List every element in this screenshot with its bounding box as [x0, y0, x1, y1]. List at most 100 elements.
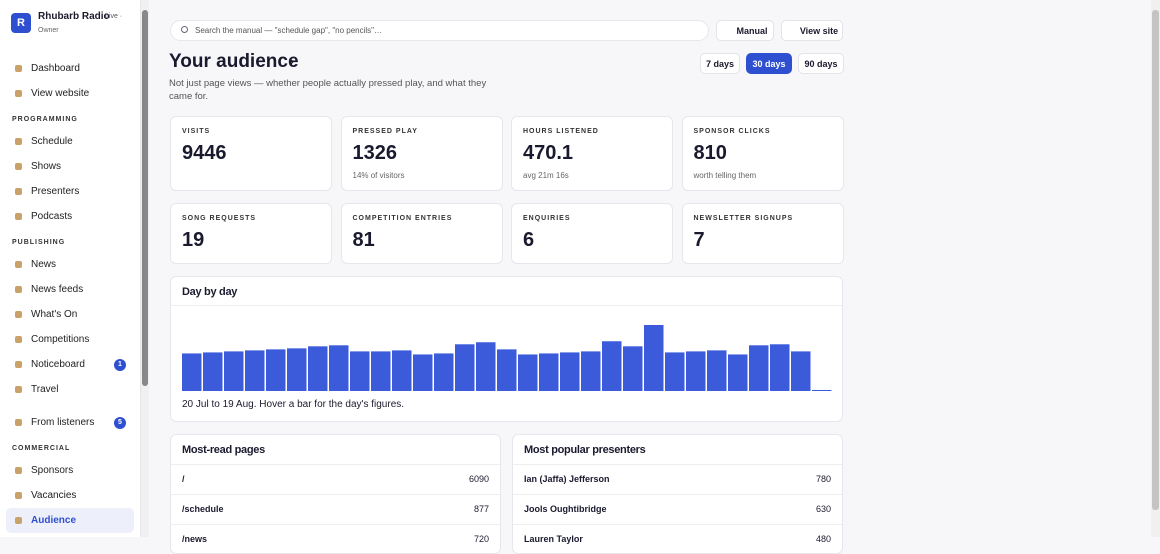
nav-item[interactable]: Dashboard: [6, 56, 134, 81]
bar[interactable]: [434, 353, 454, 391]
bar[interactable]: [665, 352, 685, 391]
nav-item[interactable]: Shows: [6, 154, 134, 179]
nav-icon: [15, 90, 22, 97]
bar[interactable]: [392, 350, 412, 391]
stat-label: HOURS LISTENED: [523, 128, 599, 135]
chart-card: Day by day 20 Jul to 19 Aug. Hover a bar…: [170, 276, 843, 422]
bar[interactable]: [791, 351, 811, 391]
nav-item[interactable]: News: [6, 252, 134, 277]
bar[interactable]: [182, 353, 202, 391]
nav-item[interactable]: Competitions: [6, 327, 134, 352]
table-card: Most-read pages / 6090/schedule 877/news 720: [170, 434, 501, 554]
table-row: / 6090: [171, 464, 500, 494]
bar[interactable]: [266, 349, 286, 391]
nav-icon: [15, 517, 22, 524]
bar[interactable]: [287, 348, 307, 391]
bar[interactable]: [245, 350, 265, 391]
nav-item[interactable]: Schedule: [6, 129, 134, 154]
chart-caption: 20 Jul to 19 Aug. Hover a bar for the da…: [182, 399, 405, 410]
nav-item[interactable]: Audience: [6, 508, 134, 533]
stat-value: 810: [693, 142, 727, 164]
row-value: 780: [815, 474, 831, 484]
nav-label: Sponsors: [31, 465, 74, 476]
bar[interactable]: [644, 325, 664, 391]
stat-value: 1326: [352, 142, 398, 164]
bar[interactable]: [581, 351, 601, 391]
range-button[interactable]: 90 days: [798, 53, 844, 74]
stat-label: ENQUIRIES: [523, 215, 571, 222]
search[interactable]: Search the manual — "schedule gap", "no …: [170, 20, 709, 41]
bar[interactable]: [497, 349, 517, 391]
bar[interactable]: [203, 352, 223, 391]
bar[interactable]: [455, 344, 475, 391]
table-card: Most popular presenters Ian (Jaffa) Jeffe…: [512, 434, 843, 554]
bar[interactable]: [539, 353, 559, 391]
search-placeholder: Search the manual — "schedule gap", "no …: [195, 26, 383, 35]
bar[interactable]: [560, 352, 580, 391]
nav-item[interactable]: Podcasts: [6, 204, 134, 229]
nav-item[interactable]: News feeds: [6, 277, 134, 302]
stat-card: SONG REQUESTS 19: [170, 203, 332, 264]
nav-item[interactable]: View website: [6, 81, 134, 106]
stat-value: 7: [693, 229, 705, 251]
row-label: Jools Oughtibridge: [524, 504, 607, 514]
subtitle: Not just page views — whether people act…: [169, 78, 487, 102]
bar[interactable]: [707, 350, 727, 391]
stat-card: COMPETITION ENTRIES 81: [340, 203, 503, 264]
nav-icon: [15, 419, 22, 426]
role: Owner: [38, 27, 59, 34]
bar[interactable]: [728, 354, 748, 391]
bar[interactable]: [329, 345, 349, 391]
stat-card: VISITS 9446: [170, 116, 332, 191]
row-label: /news: [182, 534, 208, 544]
nav-icon: [15, 311, 22, 318]
nav-item[interactable]: From listeners 5: [6, 410, 134, 435]
chart-title: Day by day: [182, 286, 238, 298]
scrollbar[interactable]: [141, 0, 149, 537]
bar[interactable]: [371, 351, 391, 391]
row-value: 720: [473, 534, 489, 544]
stat-card: ENQUIRIES 6: [511, 203, 673, 264]
stat-card: NEWSLETTER SIGNUPS 7: [681, 203, 844, 264]
bar[interactable]: [686, 351, 706, 391]
bar[interactable]: [749, 345, 769, 391]
nav-icon: [15, 163, 22, 170]
bar[interactable]: [770, 344, 790, 391]
range-button[interactable]: 30 days: [746, 53, 792, 74]
bar[interactable]: [224, 351, 244, 391]
nav-item[interactable]: Presenters: [6, 179, 134, 204]
nav-icon: [15, 213, 22, 220]
nav-item[interactable]: Sponsors: [6, 458, 134, 483]
stat-sub: avg 21m 16s: [523, 171, 569, 180]
row-value: 480: [815, 534, 831, 544]
nav-item[interactable]: Vacancies: [6, 483, 134, 508]
bar[interactable]: [623, 346, 643, 391]
nav-label: News: [31, 259, 57, 270]
manual-button[interactable]: Manual: [716, 20, 774, 41]
bar[interactable]: [476, 342, 496, 391]
row-label: /: [182, 474, 185, 484]
bar[interactable]: [308, 346, 328, 391]
stat-card: HOURS LISTENED 470.1 avg 21m 16s: [511, 116, 673, 191]
nav-label: Podcasts: [31, 211, 73, 222]
bar[interactable]: [812, 389, 832, 391]
bar-chart: [182, 325, 832, 391]
view-site-button[interactable]: View site: [781, 20, 843, 41]
nav-item[interactable]: Travel: [6, 377, 134, 402]
bar[interactable]: [602, 341, 622, 391]
bar[interactable]: [413, 354, 433, 391]
range-button[interactable]: 7 days: [700, 53, 740, 74]
bar[interactable]: [518, 354, 538, 391]
table-row: Jools Oughtibridge 630: [513, 494, 842, 524]
bar[interactable]: [350, 351, 370, 391]
table-row: Lauren Taylor 480: [513, 524, 842, 554]
nav-item[interactable]: Noticeboard 1: [6, 352, 134, 377]
stat-label: VISITS: [182, 128, 211, 135]
page: R Rhubarb Radio Live · Owner Dashboard Vi…: [6, 0, 1160, 554]
table-row: /news 720: [171, 524, 500, 554]
help[interactable]: ?: [289, 59, 294, 68]
scrollbar[interactable]: [1151, 0, 1160, 537]
live-badge: Live ·: [105, 13, 123, 20]
nav-item[interactable]: What's On: [6, 302, 134, 327]
row-label: /schedule: [182, 504, 224, 514]
